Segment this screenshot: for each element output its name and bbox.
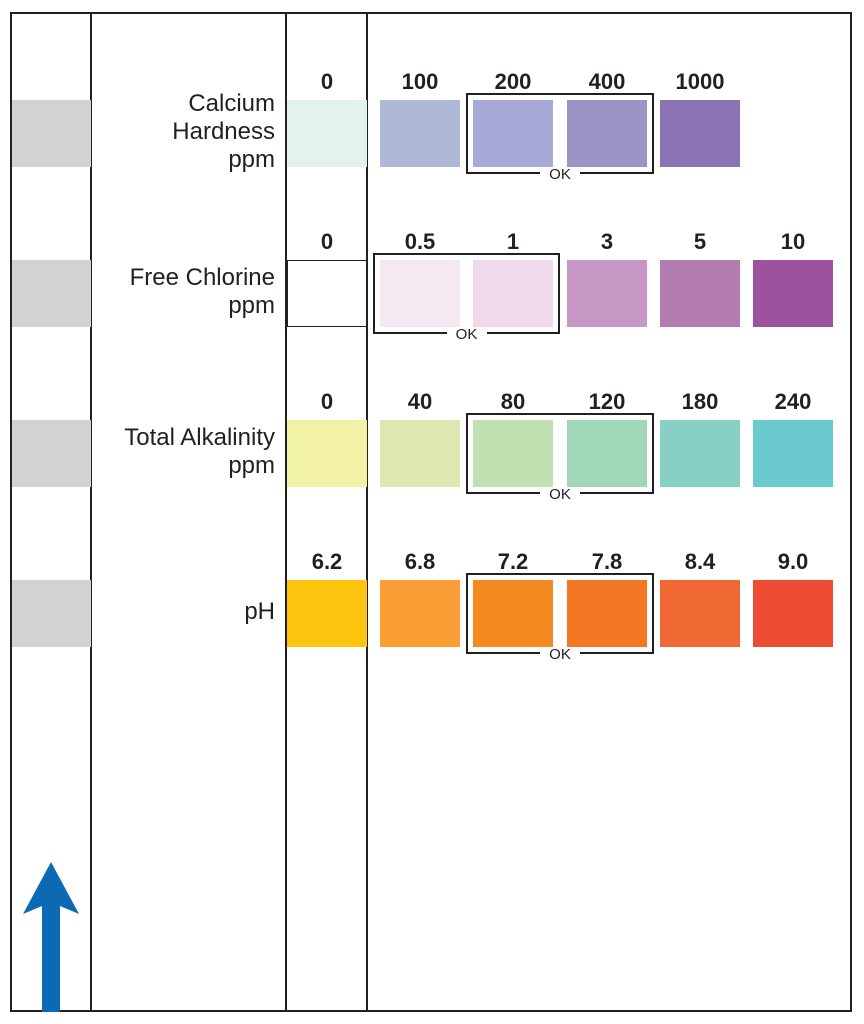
color-swatch <box>753 420 833 487</box>
color-swatch <box>287 260 367 327</box>
param-label-total-alkalinity: Total Alkalinity ppm <box>55 424 275 480</box>
test-strip-pad-calcium-hardness <box>12 100 91 167</box>
swatch-value-label: 0.5 <box>404 229 436 254</box>
test-strip-pad-free-chlorine <box>12 260 91 327</box>
test-strip-pad-ph <box>12 580 91 647</box>
ok-range-label: OK <box>540 167 580 183</box>
color-swatch <box>753 580 833 647</box>
chart-frame <box>10 12 852 1012</box>
swatch-value-label: 0 <box>320 229 334 254</box>
strip-divider <box>90 12 92 1012</box>
swatch-value-label: 120 <box>588 389 626 414</box>
param-label-line: Hardness <box>172 117 275 145</box>
swatch-value-label: 1 <box>506 229 520 254</box>
color-swatch <box>660 420 740 487</box>
swatch-value-label: 100 <box>401 69 439 94</box>
zero-column-divider-left <box>285 12 287 1012</box>
color-swatch <box>473 420 553 487</box>
param-label-ph: pH <box>55 598 275 626</box>
swatch-value-label: 8.4 <box>684 549 716 574</box>
color-swatch <box>473 100 553 167</box>
dip-direction-arrow-icon <box>23 862 79 1012</box>
param-label-calcium-hardness: Calcium Hardness ppm <box>55 90 275 174</box>
swatch-value-label: 6.8 <box>404 549 436 574</box>
swatch-value-label: 400 <box>588 69 626 94</box>
color-swatch <box>473 260 553 327</box>
ok-range-label: OK <box>540 487 580 503</box>
color-swatch <box>567 580 647 647</box>
ok-range-box <box>466 573 654 654</box>
test-strip-pad-total-alkalinity <box>12 420 91 487</box>
swatch-value-label: 180 <box>681 389 719 414</box>
swatch-value-label: 0 <box>320 69 334 94</box>
param-label-line: Calcium <box>188 89 275 117</box>
color-swatch <box>380 260 460 327</box>
param-label-line: Total Alkalinity <box>124 423 275 451</box>
ok-range-box <box>466 413 654 494</box>
swatch-value-label: 6.2 <box>311 549 343 574</box>
color-swatch <box>567 260 647 327</box>
color-swatch <box>380 420 460 487</box>
param-label-line: ppm <box>228 291 275 319</box>
param-label-line: Free Chlorine <box>129 263 275 291</box>
swatch-value-label: 5 <box>693 229 707 254</box>
param-label-line: pH <box>244 597 275 625</box>
color-swatch <box>567 100 647 167</box>
swatch-value-label: 3 <box>600 229 614 254</box>
swatch-value-label: 7.8 <box>591 549 623 574</box>
color-swatch <box>660 260 740 327</box>
param-label-line: ppm <box>228 451 275 479</box>
ok-range-label: OK <box>540 647 580 663</box>
color-swatch <box>660 100 740 167</box>
color-swatch <box>567 420 647 487</box>
ok-range-box <box>373 253 560 334</box>
color-swatch <box>473 580 553 647</box>
color-swatch <box>287 420 367 487</box>
swatch-value-label: 10 <box>780 229 806 254</box>
ok-range-box <box>466 93 654 174</box>
swatch-value-label: 0 <box>320 389 334 414</box>
swatch-value-label: 200 <box>494 69 532 94</box>
swatch-value-label: 1000 <box>675 69 725 94</box>
color-swatch <box>660 580 740 647</box>
swatch-value-label: 7.2 <box>497 549 529 574</box>
param-label-free-chlorine: Free Chlorine ppm <box>55 264 275 320</box>
ok-range-label: OK <box>446 327 487 343</box>
color-swatch <box>380 580 460 647</box>
swatch-value-label: 240 <box>774 389 812 414</box>
color-swatch <box>380 100 460 167</box>
color-swatch <box>287 580 367 647</box>
swatch-value-label: 9.0 <box>777 549 809 574</box>
swatch-value-label: 80 <box>500 389 526 414</box>
color-swatch <box>287 100 367 167</box>
swatch-value-label: 40 <box>407 389 433 414</box>
zero-column-divider-right <box>366 12 368 1012</box>
param-label-line: ppm <box>228 145 275 173</box>
color-swatch <box>753 260 833 327</box>
